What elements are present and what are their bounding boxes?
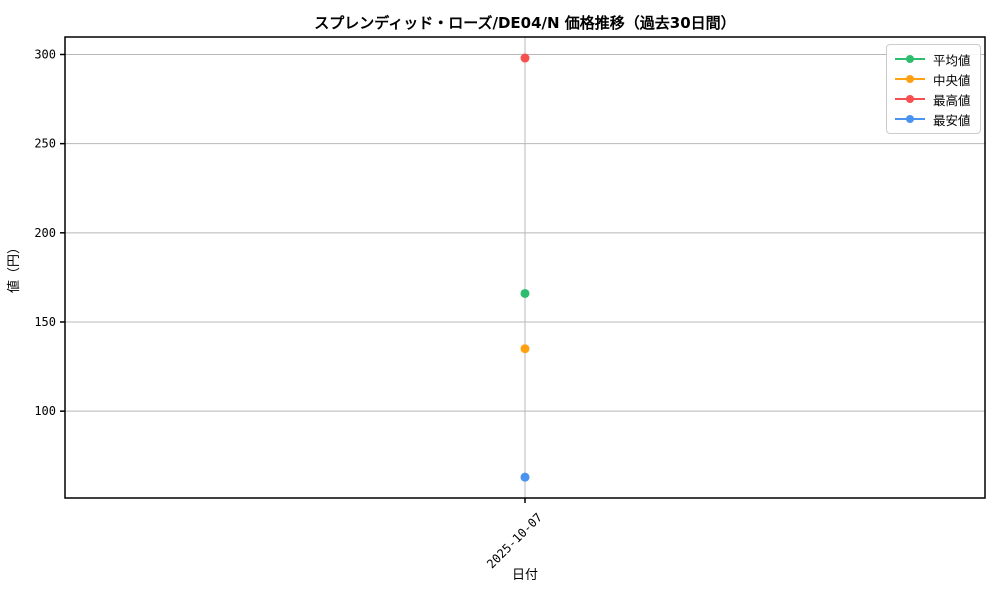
data-point-mean <box>520 288 530 298</box>
data-point-max <box>520 53 530 63</box>
legend-label: 中央値 <box>933 72 971 88</box>
legend-item-median: 中央値 <box>894 71 972 88</box>
y-tick-label: 100 <box>34 404 56 418</box>
y-tick-label: 250 <box>34 137 56 151</box>
legend-label: 最高値 <box>933 92 971 108</box>
y-tick-label: 200 <box>34 226 56 240</box>
legend-item-mean: 平均値 <box>894 51 972 68</box>
y-tick-label: 300 <box>34 47 56 61</box>
legend-marker-icon <box>895 55 925 63</box>
y-tick-label: 150 <box>34 315 56 329</box>
x-axis-label: 日付 <box>512 568 538 583</box>
legend-item-max: 最高値 <box>894 91 972 108</box>
legend-marker-icon <box>895 75 925 83</box>
plot-area: 100 150 200 250 300 2025-10-07 <box>34 36 986 571</box>
legend-marker-icon <box>895 95 925 103</box>
legend-label: 最安値 <box>933 112 971 128</box>
legend-label: 平均値 <box>933 52 971 68</box>
data-point-min <box>520 472 530 482</box>
y-axis-label: 値（円） <box>6 241 22 293</box>
chart-title: スプレンディッド・ローズ/DE04/N 価格推移（過去30日間） <box>314 14 735 32</box>
legend: 平均値中央値最高値最安値 <box>886 44 981 134</box>
data-point-median <box>520 344 530 354</box>
legend-item-min: 最安値 <box>894 111 972 128</box>
x-tick-label: 2025-10-07 <box>484 510 545 571</box>
legend-marker-icon <box>895 115 925 123</box>
plot-border <box>64 36 986 499</box>
